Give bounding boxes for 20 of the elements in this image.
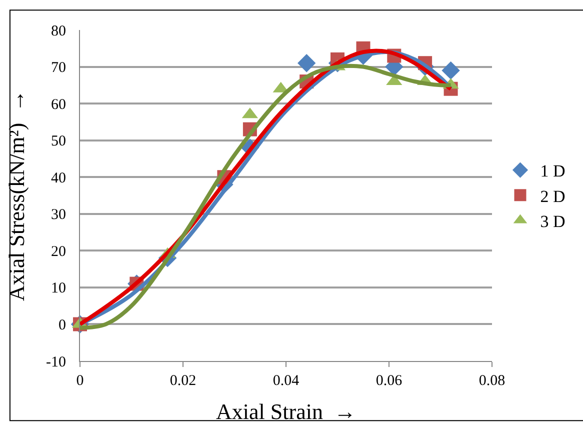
x-tick-label: 0 [76, 373, 84, 389]
x-tick-label: 0.08 [478, 373, 506, 389]
y-tick-label: 10 [51, 280, 66, 297]
y-tick-label: 50 [51, 134, 66, 150]
y-tick-label: 40 [51, 170, 66, 186]
y-tick-label: 60 [51, 96, 66, 113]
x-tick-label: 0.02 [170, 373, 196, 389]
y-tick-label: 80 [51, 23, 66, 40]
legend-label: 1 D [540, 162, 566, 181]
y-tick-label: 30 [51, 207, 66, 224]
x-axis-title: Axial Strain → [216, 398, 356, 424]
x-tick-label: 0.06 [376, 373, 403, 389]
y-tick-label: 70 [51, 60, 66, 76]
y-tick-label: 20 [51, 244, 66, 260]
legend-label: 2 D [540, 186, 566, 206]
y-tick-label: 0 [58, 317, 66, 334]
y-tick-label: -10 [46, 354, 66, 370]
legend-label: 3 D [540, 212, 566, 231]
y-axis-title: Axial Stress(kN/m²) → [4, 90, 29, 302]
x-tick-label: 0.04 [272, 373, 300, 389]
